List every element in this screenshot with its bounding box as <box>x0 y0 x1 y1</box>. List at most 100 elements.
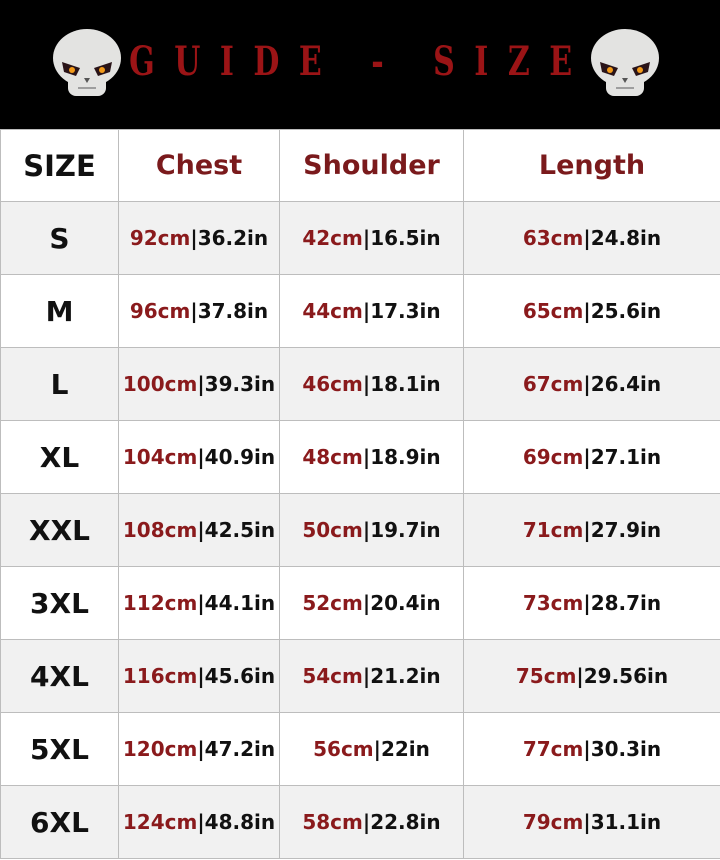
cm-value: 52cm <box>302 591 363 615</box>
separator: | <box>362 445 371 469</box>
shoulder-cell: 54cm|21.2in <box>279 639 464 713</box>
separator: | <box>197 445 205 469</box>
separator: | <box>583 372 591 396</box>
cm-value: 108cm <box>122 518 198 542</box>
separator: | <box>583 226 591 250</box>
separator: | <box>197 591 205 615</box>
cm-value: 73cm <box>522 591 584 615</box>
size-cell: XL <box>0 420 119 494</box>
chest-cell: 112cm|44.1in <box>118 566 280 640</box>
inch-value: 36.2in <box>197 226 269 250</box>
header-length: Length <box>463 129 720 202</box>
shoulder-cell: 44cm|17.3in <box>279 274 464 348</box>
cm-value: 75cm <box>515 664 577 688</box>
inch-value: 27.9in <box>590 518 662 542</box>
header-row: SIZE Chest Shoulder Length <box>0 129 720 202</box>
chest-cell: 96cm|37.8in <box>118 274 280 348</box>
table-row: 5XL 120cm|47.2in 56cm|22in 77cm|30.3in <box>0 712 720 786</box>
cm-value: 56cm <box>313 737 374 761</box>
cm-value: 120cm <box>122 737 198 761</box>
inch-value: 25.6in <box>590 299 662 323</box>
chest-cell: 108cm|42.5in <box>118 493 280 567</box>
header-shoulder: Shoulder <box>279 129 464 202</box>
inch-value: 24.8in <box>590 226 662 250</box>
inch-value: 48.8in <box>204 810 276 834</box>
cm-value: 77cm <box>522 737 584 761</box>
cm-value: 63cm <box>522 226 584 250</box>
cm-value: 92cm <box>129 226 191 250</box>
shoulder-cell: 58cm|22.8in <box>279 785 464 859</box>
separator: | <box>362 810 371 834</box>
shoulder-cell: 50cm|19.7in <box>279 493 464 567</box>
separator: | <box>583 737 591 761</box>
inch-value: 18.9in <box>370 445 441 469</box>
separator: | <box>190 226 198 250</box>
table-row: M 96cm|37.8in 44cm|17.3in 65cm|25.6in <box>0 274 720 348</box>
separator: | <box>583 445 591 469</box>
separator: | <box>197 810 205 834</box>
inch-value: 45.6in <box>204 664 276 688</box>
size-cell: 6XL <box>0 785 119 859</box>
shoulder-cell: 52cm|20.4in <box>279 566 464 640</box>
inch-value: 40.9in <box>204 445 276 469</box>
chest-cell: 92cm|36.2in <box>118 201 280 275</box>
inch-value: 18.1in <box>370 372 441 396</box>
separator: | <box>362 299 371 323</box>
banner: GUIDE - SIZE <box>0 0 720 129</box>
separator: | <box>373 737 381 761</box>
cm-value: 48cm <box>302 445 363 469</box>
inch-value: 31.1in <box>590 810 662 834</box>
length-cell: 63cm|24.8in <box>463 201 720 275</box>
cm-value: 96cm <box>129 299 191 323</box>
table-row: XXL 108cm|42.5in 50cm|19.7in 71cm|27.9in <box>0 493 720 567</box>
table-row: S 92cm|36.2in 42cm|16.5in 63cm|24.8in <box>0 201 720 275</box>
inch-value: 19.7in <box>370 518 441 542</box>
table-row: 3XL 112cm|44.1in 52cm|20.4in 73cm | 28.7in <box>0 566 720 640</box>
cm-value: 46cm <box>302 372 363 396</box>
chest-cell: 104cm|40.9in <box>118 420 280 494</box>
size-cell: 5XL <box>0 712 119 786</box>
size-cell: L <box>0 347 119 421</box>
separator: | <box>197 664 205 688</box>
cm-value: 112cm <box>122 591 198 615</box>
inch-value: 20.4in <box>370 591 441 615</box>
table-row: 6XL 124cm|48.8in 58cm|22.8in 79cm|31.1in <box>0 785 720 859</box>
cm-value: 79cm <box>522 810 584 834</box>
length-cell: 67cm|26.4in <box>463 347 720 421</box>
inch-value: 29.56in <box>583 664 669 688</box>
cm-value: 100cm <box>122 372 198 396</box>
separator: | <box>362 226 371 250</box>
inch-value: 26.4in <box>590 372 662 396</box>
length-cell: 75cm|29.56in <box>463 639 720 713</box>
size-cell: 4XL <box>0 639 119 713</box>
cm-value: 67cm <box>522 372 584 396</box>
length-cell: 69cm|27.1in <box>463 420 720 494</box>
cm-value: 42cm <box>302 226 363 250</box>
inch-value: 27.1in <box>590 445 662 469</box>
cm-value: 124cm <box>122 810 198 834</box>
separator: | <box>190 299 198 323</box>
banner-title: GUIDE - SIZE <box>128 38 592 85</box>
separator: | <box>362 518 371 542</box>
inch-value: 17.3in <box>370 299 441 323</box>
separator: | <box>197 372 205 396</box>
inch-value: 39.3in <box>204 372 276 396</box>
header-chest: Chest <box>118 129 280 202</box>
table-row: 4XL 116cm|45.6in 54cm|21.2in 75cm|29.56in <box>0 639 720 713</box>
separator: | <box>583 299 591 323</box>
inch-value: 16.5in <box>370 226 441 250</box>
size-cell: M <box>0 274 119 348</box>
size-cell: 3XL <box>0 566 119 640</box>
shoulder-cell: 56cm|22in <box>279 712 464 786</box>
separator: | <box>583 518 591 542</box>
table-row: XL 104cm|40.9in 48cm|18.9in 69cm|27.1in <box>0 420 720 494</box>
chest-cell: 120cm|47.2in <box>118 712 280 786</box>
length-cell: 71cm|27.9in <box>463 493 720 567</box>
skull-icon <box>591 29 659 96</box>
separator: | <box>362 664 371 688</box>
cm-value: 65cm <box>522 299 584 323</box>
inch-value: 28.7in <box>590 591 662 615</box>
inch-value: 37.8in <box>197 299 269 323</box>
skull-icon <box>53 29 121 96</box>
cm-value: 50cm <box>302 518 363 542</box>
